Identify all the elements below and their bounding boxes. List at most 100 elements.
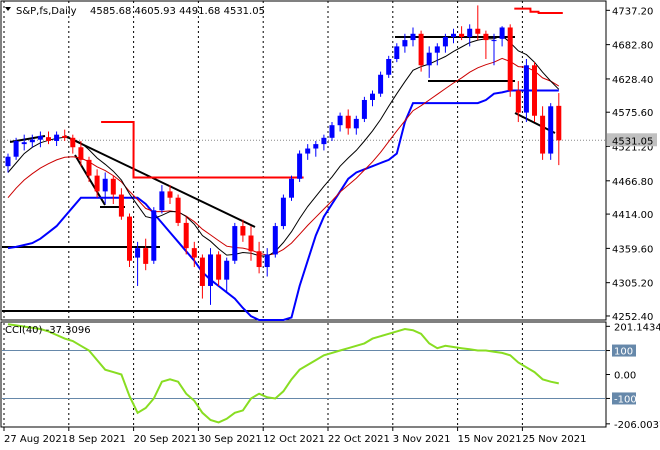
candle <box>345 109 351 135</box>
x-tick-label: 20 Sep 2021 <box>134 434 197 445</box>
candle <box>499 26 505 47</box>
cci-title: CCI(40) -37.3096 <box>5 325 91 336</box>
cci-panel-frame <box>0 321 607 428</box>
cci-y-tick-label: 201.1434 <box>614 322 660 333</box>
candle-body <box>459 33 465 37</box>
candle <box>46 131 51 145</box>
candle <box>548 103 554 160</box>
candle-body <box>523 65 529 113</box>
x-tick-label: 27 Aug 2021 <box>4 434 68 445</box>
candle-body <box>402 40 408 47</box>
candle-body <box>110 178 116 195</box>
candle <box>208 248 213 305</box>
symbol-label: S&P,fs,Daily <box>16 6 77 17</box>
candle <box>191 241 197 268</box>
candle-body <box>507 27 513 91</box>
candle-body <box>127 216 132 261</box>
x-tick-label: 22 Oct 2021 <box>328 434 390 445</box>
candle <box>62 129 68 141</box>
candle-body <box>313 144 319 149</box>
candle <box>370 90 375 107</box>
ma-fast-line <box>7 35 560 257</box>
candle-body <box>78 147 84 160</box>
candle-body <box>5 156 11 167</box>
candles <box>5 5 562 305</box>
candle <box>280 194 286 230</box>
candle-body <box>491 40 497 42</box>
candle-body <box>418 33 424 66</box>
candle <box>491 33 497 66</box>
candle-body <box>394 46 400 59</box>
candle <box>248 226 254 261</box>
x-tick-label: 3 Nov 2021 <box>393 434 451 445</box>
candle <box>434 43 440 66</box>
x-tick-label: 8 Sep 2021 <box>69 434 126 445</box>
last-price-bg <box>607 133 657 147</box>
resistance-line-downtrend <box>64 135 256 228</box>
candle-body <box>499 27 505 39</box>
candle-body <box>345 115 351 129</box>
candle <box>199 254 205 299</box>
candle-body <box>361 99 367 119</box>
candle <box>78 140 84 167</box>
candle-body <box>329 125 335 138</box>
candle <box>378 71 384 97</box>
candle <box>532 62 537 123</box>
candle <box>110 175 116 204</box>
candle <box>507 24 513 97</box>
cci-levels <box>2 350 605 399</box>
candle <box>143 238 149 271</box>
candle <box>118 188 124 220</box>
candle <box>467 24 473 47</box>
candle <box>21 134 27 151</box>
candle <box>410 27 416 47</box>
x-axis: 27 Aug 2021 8 Sep 2021 20 Sep 2021 30 Sep 2… <box>3 427 586 445</box>
candle-body <box>451 33 456 37</box>
trendline-short-1 <box>74 154 106 206</box>
ma-mid-line <box>7 57 560 256</box>
candle-body <box>183 222 189 249</box>
candle-body <box>442 36 448 47</box>
candle-body <box>556 105 562 141</box>
x-tick-label: 12 Oct 2021 <box>263 434 325 445</box>
candle <box>232 222 238 264</box>
candle-body <box>426 52 432 66</box>
candle-body <box>21 142 27 145</box>
x-tick-label: 15 Nov 2021 <box>458 434 522 445</box>
candle-body <box>240 226 246 236</box>
candle <box>475 5 481 41</box>
candle-body <box>280 197 286 227</box>
candle-body <box>13 140 19 157</box>
candle <box>86 156 92 182</box>
candle-body <box>540 115 546 154</box>
candle-body <box>467 28 473 37</box>
candle <box>256 241 262 274</box>
y-tick-label: 4305.20 <box>612 279 653 290</box>
candle-body <box>353 118 359 129</box>
candle <box>289 175 294 201</box>
cci-y-tick-label: 100 <box>614 347 633 358</box>
candle <box>13 137 19 160</box>
candle-body <box>232 226 238 261</box>
candle-body <box>175 197 181 223</box>
candle-body <box>37 135 43 140</box>
symbol-dropdown-icon[interactable] <box>5 7 11 11</box>
candle <box>313 140 319 157</box>
candle-body <box>370 93 375 100</box>
y-tick-label: 4682.80 <box>612 41 653 52</box>
cci-panel: 201.1434 100 0.00 -100 -206.0037 CCI(40) -37… <box>0 321 660 431</box>
candle <box>183 216 189 255</box>
candle <box>135 241 141 286</box>
candle-body <box>62 135 68 138</box>
candle <box>426 46 432 78</box>
candle-body <box>289 178 294 198</box>
candle <box>37 131 43 148</box>
y-tick-label: 4575.60 <box>612 108 653 119</box>
x-tick-label: 30 Sep 2021 <box>198 434 261 445</box>
cci-y-tick-label: -100 <box>614 394 637 405</box>
candle <box>394 43 400 63</box>
cci-line <box>7 323 560 424</box>
candle <box>216 251 222 286</box>
price-panel-frame <box>0 0 607 321</box>
candle <box>515 81 521 123</box>
